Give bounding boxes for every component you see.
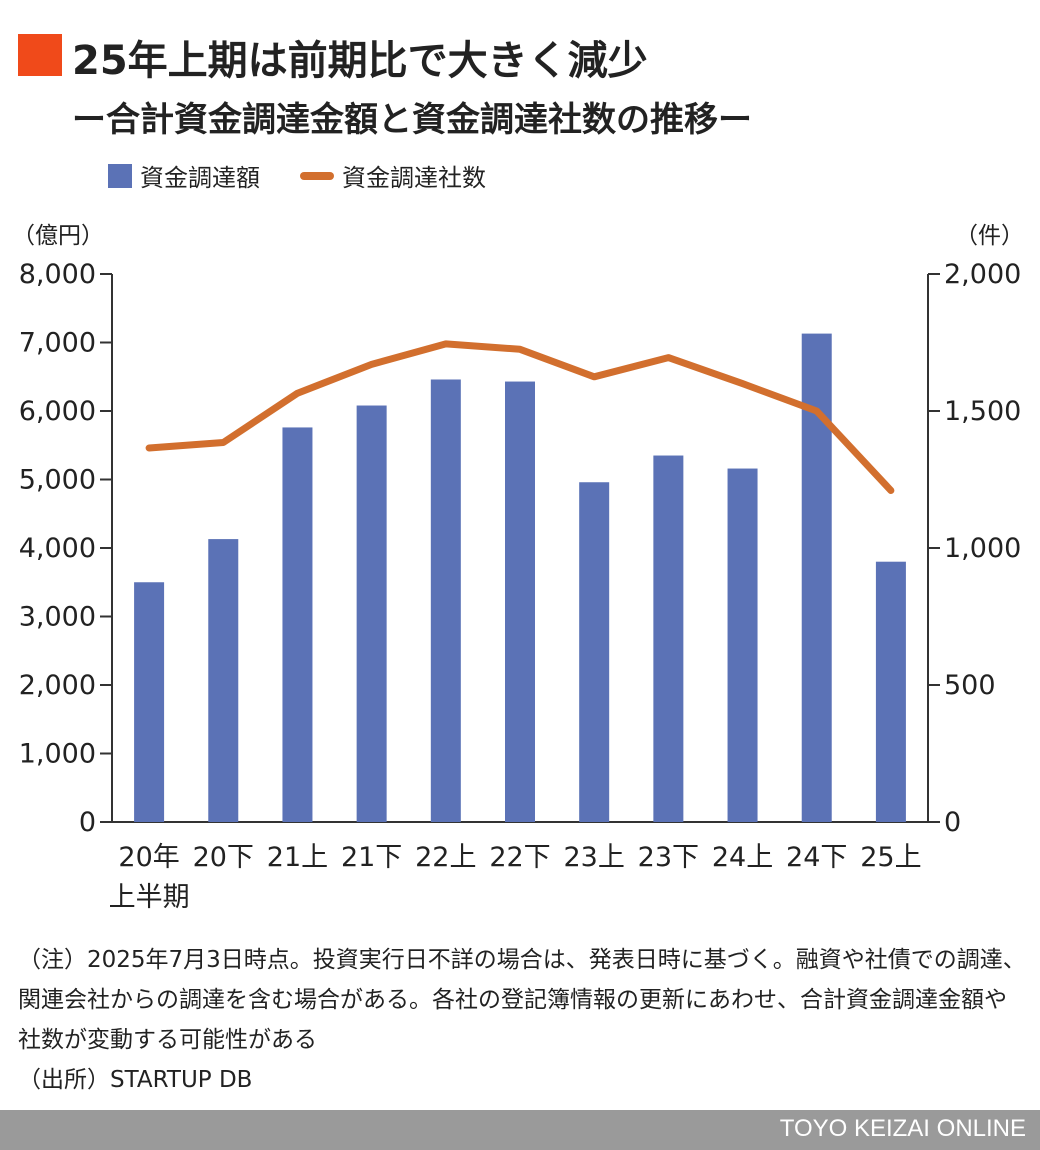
left-tick-label: 0 bbox=[79, 807, 96, 838]
x-tick-label: 21下 bbox=[341, 842, 402, 873]
right-tick-label: 2,000 bbox=[944, 259, 1021, 290]
left-tick-label: 8,000 bbox=[19, 259, 96, 290]
series-line bbox=[145, 340, 895, 494]
bar bbox=[430, 379, 461, 822]
x-tick-label: 23下 bbox=[638, 842, 699, 873]
x-tick-label: 24下 bbox=[786, 842, 847, 873]
chart-subtitle: ー合計資金調達金額と資金調達社数の推移ー bbox=[72, 100, 752, 140]
source-text: （出所）STARTUP DB bbox=[18, 1067, 253, 1093]
brand-label: TOYO KEIZAI ONLINE bbox=[779, 1115, 1026, 1142]
x-tick-label: 上半期 bbox=[109, 882, 190, 913]
left-tick-label: 5,000 bbox=[19, 465, 96, 496]
left-tick-label: 4,000 bbox=[19, 533, 96, 564]
x-tick-label: 22下 bbox=[489, 842, 550, 873]
bar bbox=[505, 381, 535, 822]
bar bbox=[208, 539, 239, 822]
legend: 資金調達額 資金調達社数 bbox=[108, 158, 486, 193]
x-tick-label: 22上 bbox=[415, 842, 476, 873]
chart-title: 25年上期は前期比で大きく減少 bbox=[72, 38, 648, 84]
combo-chart: 0 1,000 2,000 3,000 4,000 5,000 6,000 7,000 8,00… bbox=[19, 259, 1022, 913]
title-marker bbox=[18, 34, 62, 76]
left-tick-label: 7,000 bbox=[19, 328, 96, 359]
x-tick-label: 21上 bbox=[267, 842, 328, 873]
legend-line-swatch bbox=[300, 171, 334, 180]
bar bbox=[282, 427, 313, 822]
bar bbox=[356, 405, 387, 822]
right-tick-label: 0 bbox=[944, 807, 961, 838]
left-axis-unit: （億円） bbox=[12, 223, 104, 249]
bar bbox=[875, 561, 906, 822]
right-tick-label: 1,500 bbox=[944, 396, 1021, 427]
right-tick-label: 500 bbox=[944, 670, 996, 701]
left-tick-label: 2,000 bbox=[19, 670, 96, 701]
bar bbox=[579, 482, 610, 822]
left-tick-label: 1,000 bbox=[19, 739, 96, 770]
bar bbox=[653, 455, 684, 822]
left-tick-label: 6,000 bbox=[19, 396, 96, 427]
legend-line-label: 資金調達社数 bbox=[342, 164, 486, 192]
right-axis-unit: （件） bbox=[955, 223, 1024, 249]
x-tick-label: 24上 bbox=[712, 842, 773, 873]
x-tick-label: 20下 bbox=[193, 842, 254, 873]
x-tick-label: 23上 bbox=[564, 842, 625, 873]
x-tick-label: 25上 bbox=[860, 842, 921, 873]
note-text: （注）2025年7月3日時点。投資実行日不詳の場合は、発表日時に基づく。融資や社… bbox=[18, 947, 1026, 1053]
footer-bar: TOYO KEIZAI ONLINE bbox=[0, 1110, 1040, 1150]
bar bbox=[134, 582, 165, 822]
right-tick-label: 1,000 bbox=[944, 533, 1021, 564]
notes: （注）2025年7月3日時点。投資実行日不詳の場合は、発表日時に基づく。融資や社… bbox=[18, 940, 1028, 1100]
legend-bar-swatch bbox=[108, 163, 132, 188]
x-tick-label: 20年 bbox=[118, 842, 179, 873]
left-tick-label: 3,000 bbox=[19, 602, 96, 633]
bar bbox=[727, 468, 758, 822]
legend-bar-label: 資金調達額 bbox=[140, 164, 260, 192]
